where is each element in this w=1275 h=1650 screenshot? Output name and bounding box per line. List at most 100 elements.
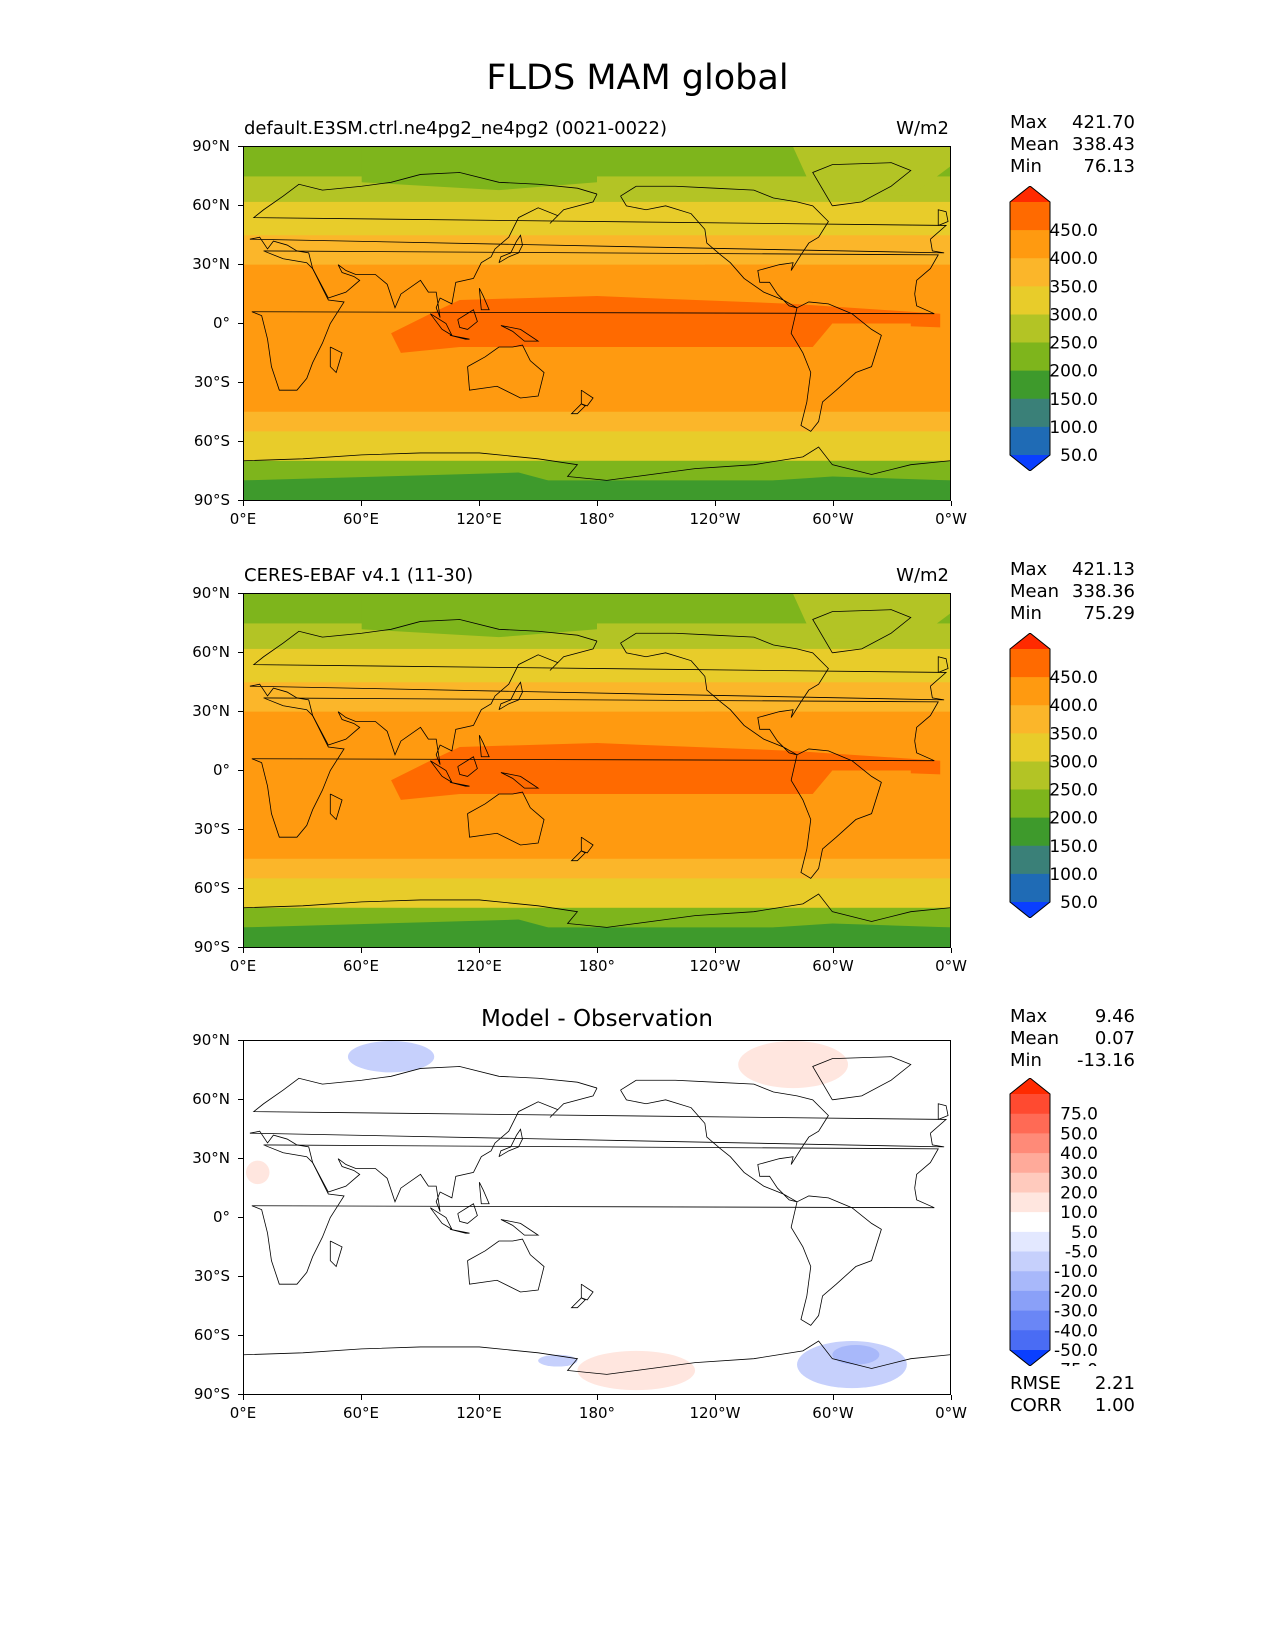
lon-tick-mark [833,501,834,506]
coastline [498,1128,523,1158]
lat-tick-mark [238,1158,243,1159]
lat-tick-label: 30°N [192,1149,230,1167]
colorbar-outline [1009,1077,1051,1367]
rmse-value: 2.21 [1094,1373,1135,1394]
colorbar-tick-label: 50.0 [1060,446,1098,466]
regional-contour [391,743,941,800]
regional-contour [244,472,548,500]
coastline [252,1066,948,1134]
coastline [251,1144,939,1285]
lat-tick-label: 60°N [192,1090,230,1108]
min-label: Min [1010,1050,1042,1071]
lon-tick-label: 0°E [229,510,257,528]
colorbar-tick-label: 100.0 [1049,418,1098,438]
colorbar-tick-label: -10.0 [1054,1262,1098,1282]
regional-contour [704,264,813,295]
min-label: Min [1010,603,1042,624]
difference-contour [832,1344,880,1365]
coastline [457,1203,478,1224]
lon-tick-label: 180° [578,957,616,975]
lat-tick-mark [238,323,243,324]
coastline [449,781,470,787]
colorbar-svg: 450.0 400.0 350.0 300.0 250.0 200.0 150.0 100.0… [1009,185,1098,494]
lon-tick-label: 120°W [689,510,741,528]
lat-tick-label: 0° [212,1208,230,1226]
zonal-band [244,682,950,713]
coastline [790,301,882,432]
colorbar-segment [1010,1231,1050,1253]
coastline [249,640,945,765]
lon-tick-label: 0°W [935,957,967,975]
lat-tick-mark [238,770,243,771]
lat-tick-label: 90°N [192,584,230,602]
colorbar-segment [1010,1350,1050,1366]
map-background [244,1041,950,1394]
lat-tick-label: 90°S [193,1385,230,1403]
max-label: Max [1010,559,1048,580]
coastline [467,344,545,399]
min-value: 75.29 [1083,603,1135,624]
lon-tick-mark [361,1395,362,1400]
lon-tick-mark [833,1395,834,1400]
lat-tick-label: 0° [212,761,230,779]
lon-tick-label: 60°W [812,1404,854,1422]
lat-tick-label: 30°S [193,1267,230,1285]
colorbar-segment [1010,817,1050,847]
max-value: 421.70 [1072,112,1135,133]
zonal-band [244,711,950,742]
colorbar-tick-label: 300.0 [1049,752,1098,772]
colorbar-tick-label: 400.0 [1049,696,1098,716]
colorbar-segment [1010,1290,1050,1312]
colorbar-segment [1010,186,1050,202]
colorbar-segment [1010,1251,1050,1272]
colorbar-segment [1010,230,1050,259]
lon-tick-mark [597,501,598,506]
lat-tick-mark [238,205,243,206]
regional-contour [244,303,288,344]
diff-colorbar: 75.0 50.0 40.0 30.0 20.0 10.0 5.0 -5.0 -10.0 -20.… [1006,1077,1136,1381]
regional-contour [391,296,941,353]
colorbar-segment [1010,1133,1050,1154]
zonal-band [244,235,950,266]
model-map [243,146,951,501]
colorbar-tick-label: -20.0 [1054,1282,1098,1302]
coastline [498,681,523,711]
model-panel-title: default.E3SM.ctrl.ne4pg2_ne4pg2 (0021-00… [244,118,667,139]
lon-tick-mark [361,501,362,506]
lat-tick-mark [238,888,243,889]
lat-tick-mark [238,1394,243,1395]
lat-tick-mark [238,1217,243,1218]
max-label: Max [1010,1006,1048,1027]
coastline [457,756,478,777]
colorbar-segment [1010,1192,1050,1213]
colorbar-tick-label: 150.0 [1049,390,1098,410]
coastline [570,850,586,862]
colorbar-tick-label: 150.0 [1049,837,1098,857]
lat-tick-mark [238,264,243,265]
lon-tick-label: 120°E [456,957,502,975]
difference-contour [347,1041,435,1073]
colorbar-segment [1010,286,1050,315]
lon-tick-label: 60°W [812,510,854,528]
colorbar-segment [1010,873,1050,903]
zonal-band [244,264,950,295]
colorbar-tick-label: 350.0 [1049,277,1098,297]
obs-stats: Max 421.13 Mean 338.36 Min 75.29 [1010,559,1135,625]
lat-tick-mark [238,1040,243,1041]
lon-tick-label: 0°W [935,1404,967,1422]
mean-label: Mean [1010,581,1060,602]
colorbar-tick-label: -30.0 [1054,1302,1098,1322]
lon-tick-mark [243,948,244,953]
colorbar-segment [1010,314,1050,344]
colorbar-segment [1010,1271,1050,1292]
mean-label: Mean [1010,134,1060,155]
colorbar-tick-label: 450.0 [1049,221,1098,241]
colorbar-segment [1010,633,1050,649]
lat-tick-label: 60°S [193,432,230,450]
lat-tick-label: 30°N [192,255,230,273]
colorbar-segment [1010,789,1050,819]
colorbar-segment [1010,342,1050,372]
mean-label: Mean [1010,1028,1060,1049]
lon-tick-mark [715,1395,716,1400]
colorbar-segment [1010,258,1050,287]
